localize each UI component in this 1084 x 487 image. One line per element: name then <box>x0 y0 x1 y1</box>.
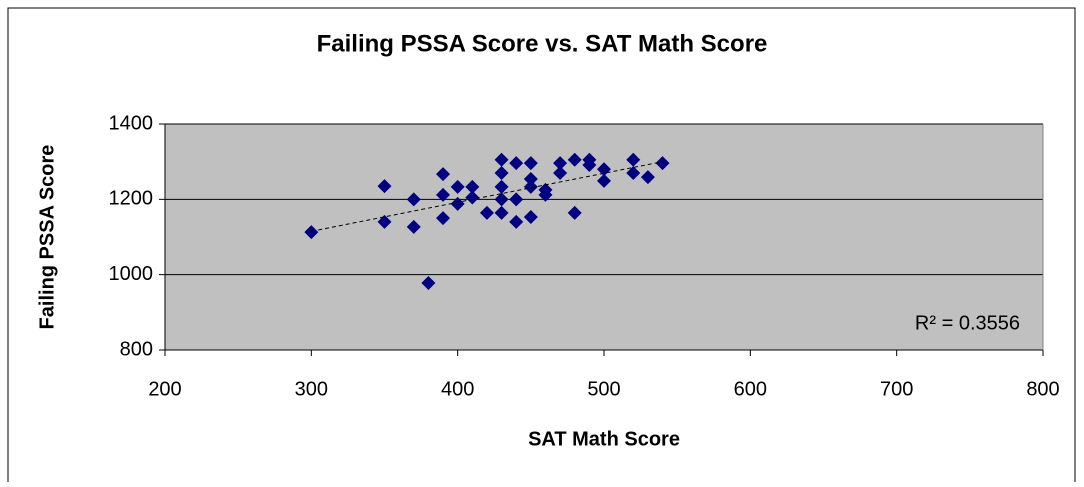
y-tick-label: 1000 <box>109 263 154 285</box>
x-tick-label: 500 <box>587 378 620 400</box>
point <box>523 210 538 225</box>
plot-area <box>165 124 1043 350</box>
point <box>494 179 509 194</box>
point <box>523 171 538 186</box>
point <box>626 165 641 180</box>
point <box>553 156 568 171</box>
point <box>626 152 641 167</box>
x-tick-label: 800 <box>1026 378 1059 400</box>
point <box>597 173 611 188</box>
point <box>450 179 465 194</box>
x-tick-label: 300 <box>295 378 328 400</box>
annotation: R² = 0.3556 <box>915 312 1020 334</box>
point <box>523 179 538 194</box>
point <box>436 211 451 226</box>
point <box>450 196 465 211</box>
y-axis-label: Failing PSSA Score <box>36 145 58 330</box>
point <box>640 170 655 185</box>
point <box>304 225 319 240</box>
y-tick-label: 1200 <box>109 188 154 210</box>
x-tick-label: 700 <box>880 378 913 400</box>
x-tick-label: 400 <box>441 378 474 400</box>
point <box>567 205 582 220</box>
point <box>494 192 509 207</box>
point <box>406 219 421 234</box>
point <box>567 152 582 167</box>
point <box>538 187 553 202</box>
point <box>377 179 392 194</box>
point <box>465 179 480 194</box>
x-tick-label: 200 <box>148 378 181 400</box>
point <box>553 165 568 180</box>
point <box>509 192 524 207</box>
point <box>436 187 451 202</box>
point <box>436 167 451 182</box>
point <box>509 214 524 229</box>
x-tick-label: 600 <box>734 378 767 400</box>
point <box>494 152 509 167</box>
trendline <box>311 161 663 232</box>
point <box>377 214 392 229</box>
y-tick-label: 1400 <box>109 112 154 134</box>
point <box>494 205 509 220</box>
point <box>421 275 436 290</box>
point <box>655 156 670 171</box>
y-tick-label: 800 <box>120 338 153 360</box>
chart-title: Failing PSSA Score vs. SAT Math Score <box>317 30 768 57</box>
point <box>465 190 480 205</box>
point <box>509 156 524 171</box>
point <box>406 192 421 207</box>
point <box>479 205 494 220</box>
point <box>582 158 597 173</box>
point <box>494 165 509 180</box>
x-axis-label: SAT Math Score <box>528 428 680 450</box>
point <box>523 156 538 171</box>
